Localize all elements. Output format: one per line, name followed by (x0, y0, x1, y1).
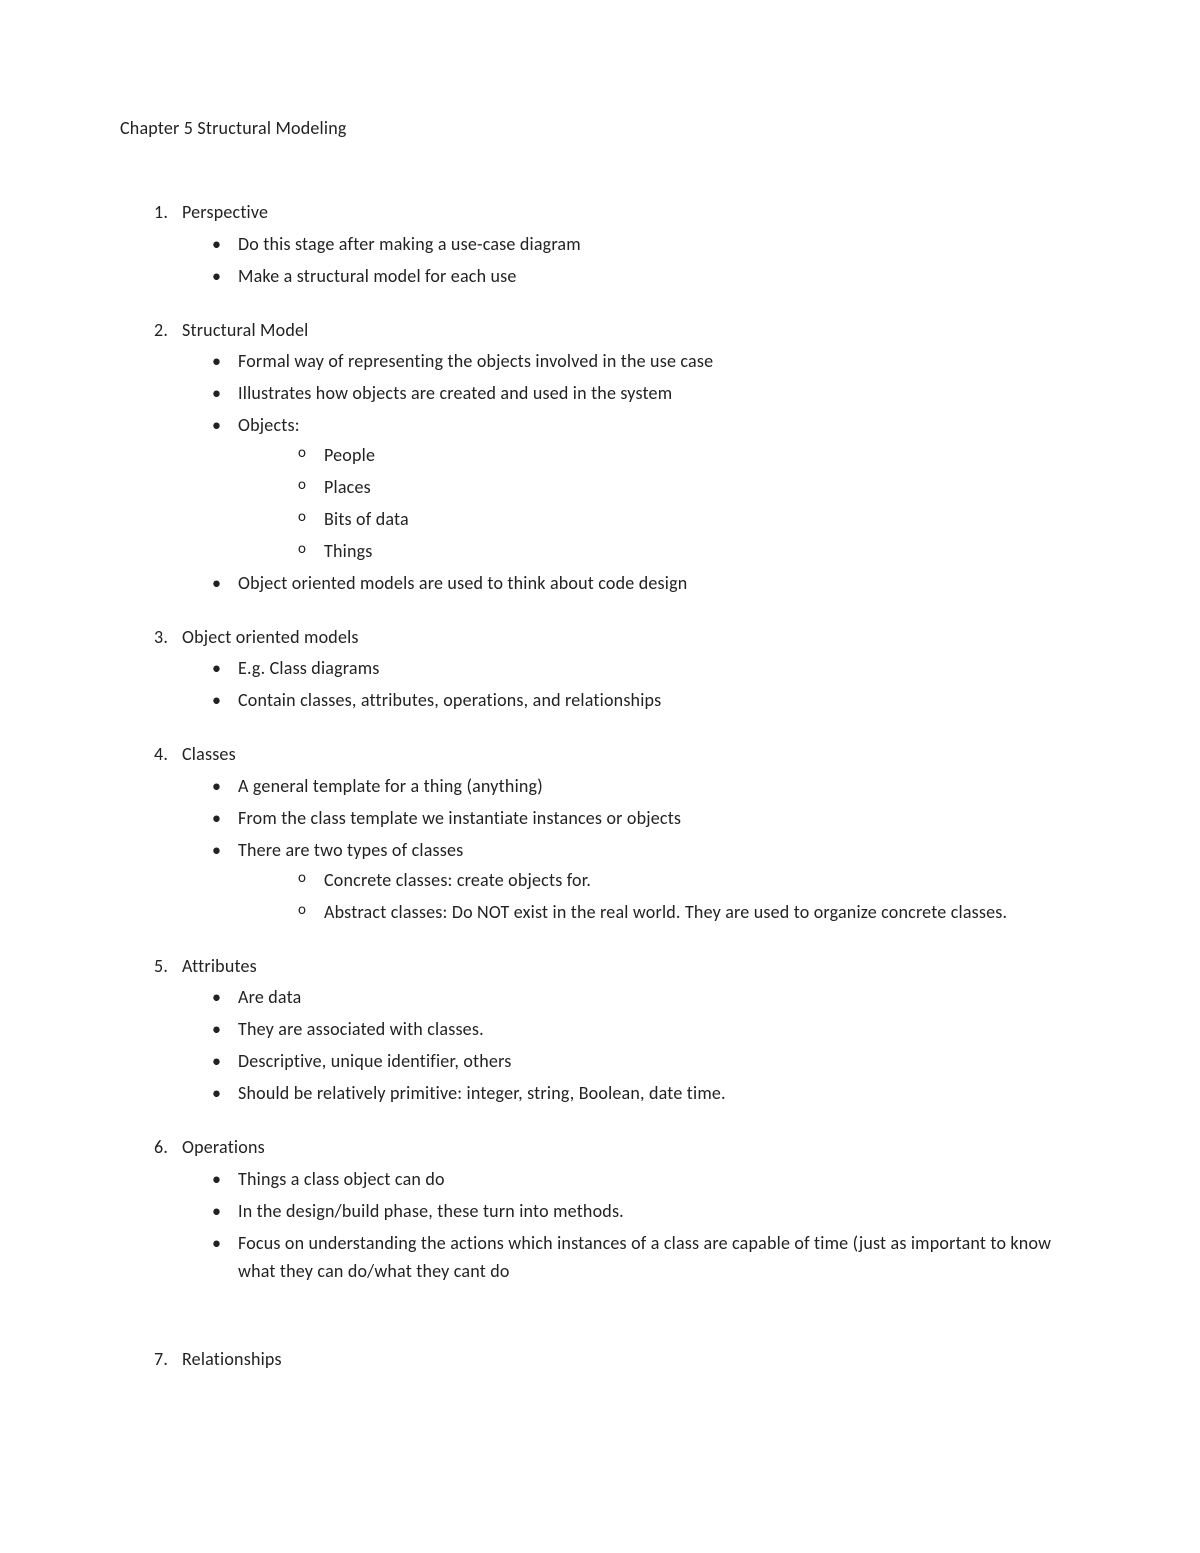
bullet-list: Do this stage after making a use-case di… (154, 231, 1080, 291)
section-heading: Attributes (182, 955, 257, 977)
section-item: 6.Operations Things a class object can do… (154, 1134, 1080, 1285)
bullet-list: Formal way of representing the objects i… (154, 348, 1080, 597)
section-number: 5. (154, 953, 182, 981)
section-heading-line: 6.Operations (154, 1134, 1080, 1162)
bullet-text: From the class template we instantiate i… (238, 807, 681, 829)
bullet-item: Objects: People Places Bits of data Things (212, 412, 1080, 565)
section-item: 2.Structural Model Formal way of represen… (154, 317, 1080, 598)
sub-bullet-item: Abstract classes: Do NOT exist in the re… (298, 899, 1080, 927)
bullet-item: There are two types of classes Concrete c… (212, 837, 1080, 927)
section-heading: Classes (182, 743, 236, 765)
bullet-text: Objects: (238, 414, 300, 436)
sub-bullet-item: Bits of data (298, 506, 1080, 534)
bullet-text: Formal way of representing the objects i… (238, 350, 713, 372)
bullet-text: Make a structural model for each use (238, 265, 517, 287)
section-heading-line: 1.Perspective (154, 199, 1080, 227)
bullet-item: Descriptive, unique identifier, others (212, 1048, 1080, 1076)
bullet-text: A general template for a thing (anything… (238, 775, 543, 797)
section-number: 1. (154, 199, 182, 227)
sub-bullet-text: Places (324, 476, 371, 498)
section-number: 7. (154, 1346, 182, 1374)
bullet-item: E.g. Class diagrams (212, 655, 1080, 683)
bullet-list: Things a class object can do In the desig… (154, 1166, 1080, 1286)
sub-bullet-text: Abstract classes: Do NOT exist in the re… (324, 901, 1007, 923)
bullet-list: E.g. Class diagrams Contain classes, attr… (154, 655, 1080, 715)
bullet-item: Focus on understanding the actions which… (212, 1230, 1080, 1286)
bullet-item: Should be relatively primitive: integer,… (212, 1080, 1080, 1108)
bullet-item: Formal way of representing the objects i… (212, 348, 1080, 376)
sub-bullet-item: Concrete classes: create objects for. (298, 867, 1080, 895)
sub-bullet-item: People (298, 442, 1080, 470)
section-number: 2. (154, 317, 182, 345)
bullet-text: Contain classes, attributes, operations,… (238, 689, 661, 711)
section-item: 7.Relationships (154, 1346, 1080, 1374)
bullet-item: Do this stage after making a use-case di… (212, 231, 1080, 259)
sub-bullet-text: Things (324, 540, 373, 562)
sub-bullet-text: Concrete classes: create objects for. (324, 869, 591, 891)
bullet-item: Illustrates how objects are created and … (212, 380, 1080, 408)
section-item: 4.ClassesA general template for a thing … (154, 741, 1080, 926)
section-heading-line: 7.Relationships (154, 1346, 1080, 1374)
document-title: Chapter 5 Structural Modeling (120, 115, 1080, 143)
bullet-text: In the design/build phase, these turn in… (238, 1200, 624, 1222)
section-heading: Relationships (182, 1348, 282, 1370)
bullet-text: Are data (238, 986, 301, 1008)
section-heading: Object oriented models (182, 626, 359, 648)
bullet-text: Focus on understanding the actions which… (238, 1232, 1051, 1282)
sub-bullet-text: People (324, 444, 375, 466)
sub-bullet-list: People Places Bits of data Things (238, 442, 1080, 566)
section-item: 1.Perspective Do this stage after making … (154, 199, 1080, 291)
bullet-item: In the design/build phase, these turn in… (212, 1198, 1080, 1226)
bullet-item: Are data (212, 984, 1080, 1012)
section-heading-line: 2.Structural Model (154, 317, 1080, 345)
bullet-text: Object oriented models are used to think… (238, 572, 687, 594)
section-heading-line: 3.Object oriented models (154, 624, 1080, 652)
bullet-text: Illustrates how objects are created and … (238, 382, 672, 404)
document-page: Chapter 5 Structural Modeling 1.Perspect… (0, 0, 1200, 1479)
bullet-text: They are associated with classes. (238, 1018, 484, 1040)
bullet-item: Make a structural model for each use (212, 263, 1080, 291)
sub-bullet-item: Things (298, 538, 1080, 566)
section-heading-line: 4.Classes (154, 741, 1080, 769)
section-heading: Perspective (182, 201, 268, 223)
bullet-text: There are two types of classes (238, 839, 463, 861)
bullet-list: A general template for a thing (anything… (154, 773, 1080, 926)
outline-list: 1.Perspective Do this stage after making … (120, 199, 1080, 1374)
bullet-item: Contain classes, attributes, operations,… (212, 687, 1080, 715)
bullet-text: Things a class object can do (238, 1168, 445, 1190)
sub-bullet-item: Places (298, 474, 1080, 502)
bullet-item: Object oriented models are used to think… (212, 570, 1080, 598)
bullet-item: They are associated with classes. (212, 1016, 1080, 1044)
section-number: 3. (154, 624, 182, 652)
bullet-text: Should be relatively primitive: integer,… (238, 1082, 726, 1104)
sub-bullet-text: Bits of data (324, 508, 409, 530)
bullet-list: Are data They are associated with classes… (154, 984, 1080, 1108)
sub-bullet-list: Concrete classes: create objects for. Abs… (238, 867, 1080, 927)
bullet-text: E.g. Class diagrams (238, 657, 380, 679)
section-number: 4. (154, 741, 182, 769)
section-heading: Operations (182, 1136, 265, 1158)
bullet-item: From the class template we instantiate i… (212, 805, 1080, 833)
bullet-text: Do this stage after making a use-case di… (238, 233, 581, 255)
section-item: 5.Attributes Are data They are associated … (154, 953, 1080, 1108)
bullet-text: Descriptive, unique identifier, others (238, 1050, 512, 1072)
bullet-item: A general template for a thing (anything… (212, 773, 1080, 801)
bullet-item: Things a class object can do (212, 1166, 1080, 1194)
section-heading: Structural Model (182, 319, 308, 341)
section-number: 6. (154, 1134, 182, 1162)
section-heading-line: 5.Attributes (154, 953, 1080, 981)
section-item: 3.Object oriented models E.g. Class diagr… (154, 624, 1080, 716)
